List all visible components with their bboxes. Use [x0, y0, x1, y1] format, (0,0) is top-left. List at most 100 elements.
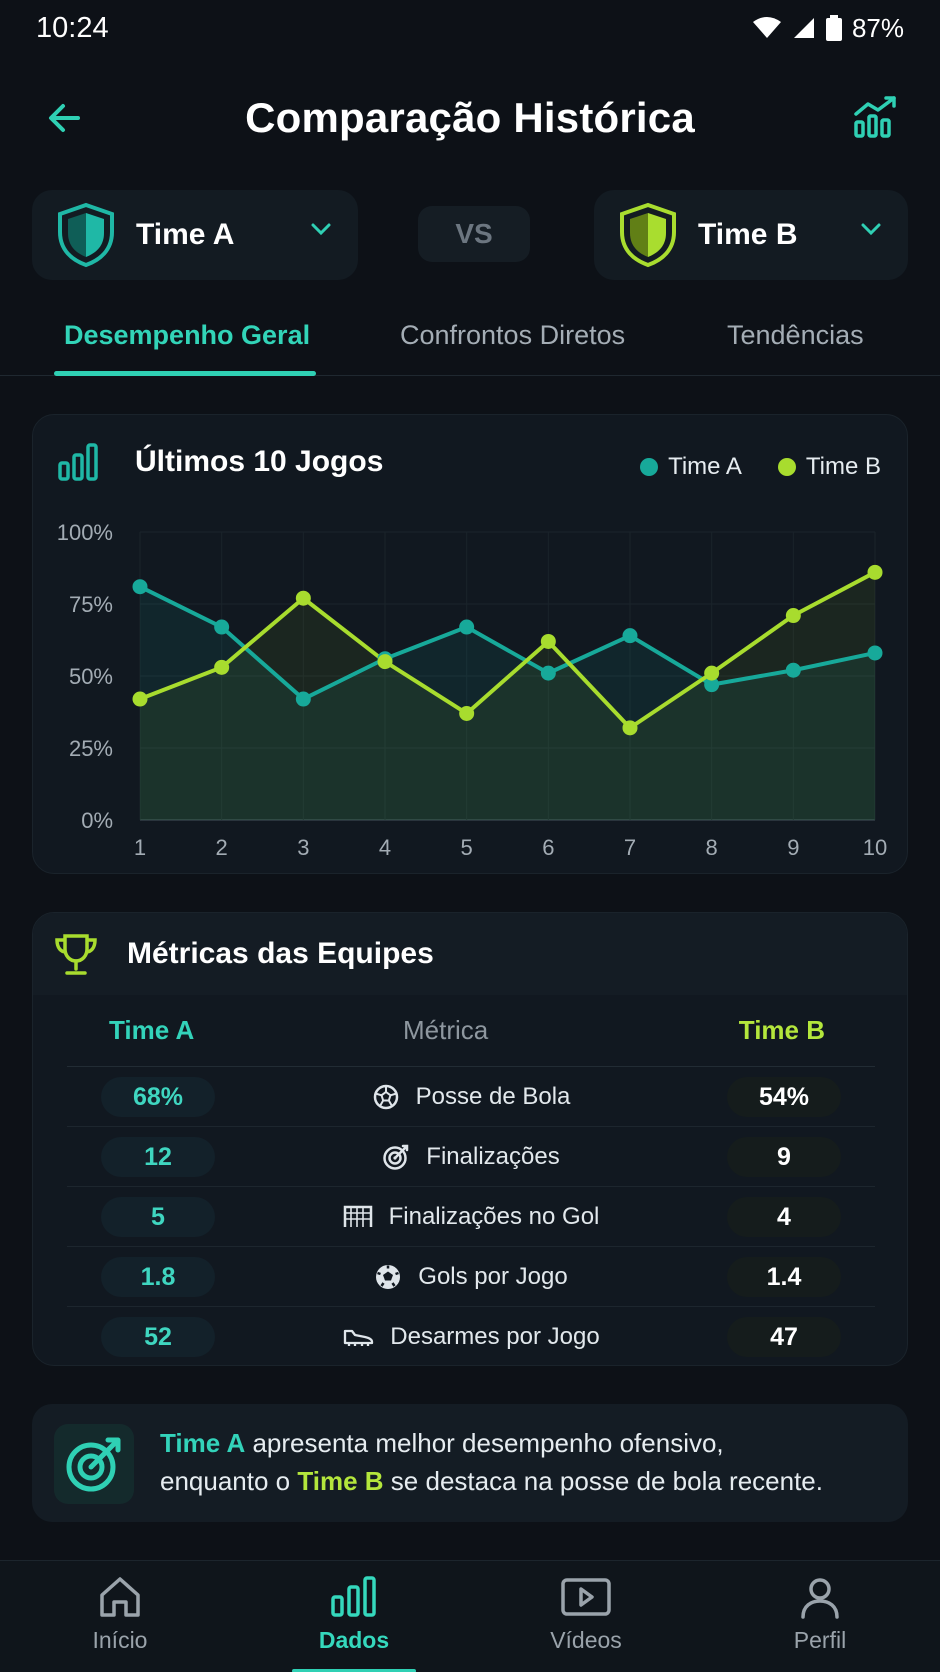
data-point-time-b — [785, 608, 801, 624]
series-line-time-b — [138, 570, 877, 730]
metrics-card: Métricas das Equipes Time A Métrica Time… — [32, 912, 908, 1366]
series-line-time-a — [138, 584, 877, 702]
tab-bar: Desempenho Geral Confrontos Diretos Tend… — [0, 310, 940, 376]
table-row: 68% Posse de Bola 54% — [67, 1067, 875, 1127]
time-a-value: 12 — [101, 1137, 215, 1177]
y-tick-label: 0% — [81, 808, 113, 833]
insight-text: Time A apresenta melhor desempenho ofens… — [160, 1424, 880, 1500]
tab-desempenho-geral[interactable]: Desempenho Geral — [64, 320, 311, 350]
data-point-time-a — [540, 665, 556, 681]
nav-item-videos[interactable]: Vídeos — [506, 1561, 666, 1672]
tab-tendencias[interactable]: Tendências — [727, 320, 864, 350]
nav-label-dados: Dados — [318, 1627, 390, 1653]
legend-dot-time-b — [777, 458, 796, 476]
wifi-icon — [752, 17, 781, 38]
battery-icon — [825, 15, 842, 41]
table-row: 1.8 Gols por Jogo 1.4 — [67, 1247, 875, 1307]
legend-item-time-a: Time A — [640, 453, 742, 481]
team-b-selector[interactable]: Time B — [594, 190, 908, 280]
series-area-time-a — [140, 586, 875, 820]
y-tick-label: 75% — [69, 592, 113, 617]
time-a-value: 1.8 — [101, 1257, 215, 1297]
legend-dot-time-a — [640, 458, 659, 476]
y-tick-label: 50% — [69, 664, 113, 689]
status-time: 10:24 — [36, 11, 109, 44]
data-point-time-b — [622, 720, 638, 736]
chevron-down-icon — [861, 223, 881, 236]
chart-trend-icon — [854, 96, 896, 138]
x-tick-label: 1 — [134, 835, 146, 860]
ball-icon — [373, 1084, 398, 1110]
data-point-time-b — [459, 705, 475, 721]
goal-net-icon — [343, 1205, 372, 1227]
data-point-time-a — [459, 619, 475, 635]
nav-item-perfil[interactable]: Perfil — [740, 1561, 900, 1672]
nav-label-perfil: Perfil — [793, 1627, 847, 1653]
data-point-time-b — [377, 654, 393, 670]
chevron-down-icon — [311, 223, 331, 236]
data-point-time-b — [132, 691, 148, 707]
x-tick-label: 9 — [787, 835, 799, 860]
data-point-time-b — [295, 590, 311, 606]
time-a-value: 52 — [101, 1317, 215, 1357]
app-header: Comparação Histórica — [0, 70, 940, 166]
time-a-value: 68% — [101, 1077, 215, 1117]
data-point-time-b — [214, 659, 230, 675]
insight-part-2: enquanto o — [160, 1466, 298, 1496]
nav-active-indicator — [292, 1669, 416, 1672]
insight-part-3: se destaca na posse de bola recente. — [383, 1466, 823, 1496]
time-b-value: 1.4 — [727, 1257, 841, 1297]
bar-chart-icon — [331, 1576, 376, 1617]
x-tick-label: 3 — [297, 835, 309, 860]
battery-percent: 87% — [851, 12, 904, 43]
col-header-time-a: Time A — [109, 1015, 195, 1045]
metrics-table-header: Time A Métrica Time B — [67, 995, 875, 1067]
insight-card: Time A apresenta melhor desempenho ofens… — [32, 1404, 908, 1522]
team-a-name: Time A — [136, 218, 235, 251]
metric-label-cell: Finalizações no Gol — [267, 1187, 675, 1247]
metric-label: Posse de Bola — [415, 1083, 571, 1110]
line-chart: 0% 25% 50% 75% 100% 1 2 3 4 5 6 7 8 9 10 — [57, 520, 888, 860]
target-arrow-icon — [66, 1437, 121, 1492]
x-tick-label: 4 — [379, 835, 391, 860]
metric-label-cell: Finalizações — [267, 1127, 675, 1187]
x-tick-label: 6 — [542, 835, 554, 860]
insight-team-a: Time A — [160, 1428, 246, 1458]
x-tick-label: 5 — [461, 835, 473, 860]
data-point-time-b — [540, 633, 556, 649]
legend-label-time-b: Time B — [805, 453, 881, 480]
nav-label-videos: Vídeos — [550, 1627, 622, 1653]
metrics-header: Métricas das Equipes — [33, 913, 907, 995]
data-point-time-a — [132, 579, 148, 595]
data-point-time-a — [867, 645, 883, 661]
back-button[interactable] — [38, 92, 90, 144]
team-a-selector[interactable]: Time A — [32, 190, 358, 280]
data-point-time-a — [214, 619, 230, 635]
data-point-time-a — [785, 662, 801, 678]
time-b-value: 47 — [727, 1317, 841, 1357]
metric-label: Finalizações no Gol — [388, 1203, 600, 1230]
col-header-time-b: Time B — [738, 1015, 825, 1045]
trophy-icon — [55, 934, 97, 975]
insight-icon-box — [54, 1424, 134, 1504]
home-icon — [100, 1577, 140, 1617]
legend-label-time-a: Time A — [668, 453, 742, 480]
bar-chart-icon — [58, 443, 98, 481]
bottom-nav: Início Dados Vídeos Perfil — [0, 1560, 940, 1672]
page-title: Comparação Histórica — [245, 94, 695, 141]
chart-action-button[interactable] — [848, 90, 904, 146]
nav-item-dados[interactable]: Dados — [274, 1561, 434, 1672]
chart-legend: Time A Time B — [640, 453, 881, 481]
data-point-time-a — [622, 628, 638, 644]
insight-part-1: apresenta melhor desempenho ofensivo, — [245, 1428, 724, 1458]
x-tick-label: 7 — [624, 835, 636, 860]
metric-label: Gols por Jogo — [418, 1263, 568, 1290]
tab-confrontos-diretos[interactable]: Confrontos Diretos — [400, 320, 626, 350]
metrics-table: Time A Métrica Time B 68% Posse de Bola … — [33, 995, 907, 1365]
series-area-time-b — [140, 572, 875, 820]
nav-item-inicio[interactable]: Início — [40, 1561, 200, 1672]
status-icons: 87% — [752, 13, 904, 44]
cleat-icon — [344, 1329, 374, 1346]
time-b-value: 54% — [727, 1077, 841, 1117]
team-b-name: Time B — [698, 218, 798, 251]
